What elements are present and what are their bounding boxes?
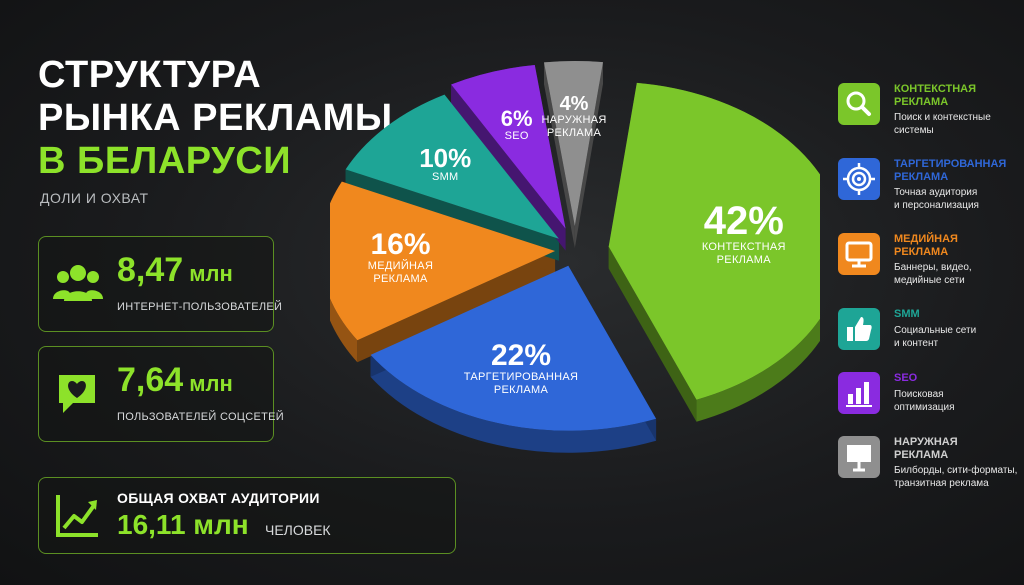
total-reach-value: 16,11 млн <box>117 509 249 540</box>
monitor-icon <box>838 233 880 275</box>
pie-chart <box>330 61 820 453</box>
pie-slice-3 <box>330 181 556 341</box>
pie-slice-1 <box>608 82 820 400</box>
pie-label-name: КОНТЕКСТНАЯ РЕКЛАМА <box>701 241 786 267</box>
pie-slice-wall-6-2 <box>574 62 603 249</box>
social-users-value: 7,64 <box>117 361 184 399</box>
pie-slice-5 <box>451 65 566 229</box>
legend-title: ТАРГЕТИРОВАННАЯ РЕКЛАМА <box>894 158 1007 183</box>
pie-slice-2 <box>370 265 657 431</box>
billboard-icon <box>838 436 880 478</box>
social-users-unit: млн <box>189 371 233 396</box>
pie-label-name: ТАРГЕТИРОВАННАЯ РЕКЛАМА <box>463 371 579 397</box>
pie-label-percent: 22% <box>490 339 552 373</box>
legend-description: Билборды, сити-форматы, транзитная реклам… <box>894 465 1018 489</box>
legend-description: Поисковая оптимизация <box>894 389 955 413</box>
pie-slice-wall-1-2 <box>608 246 697 422</box>
internet-users-label: ИНТЕРНЕТ-ПОЛЬЗОВАТЕЛЕЙ <box>117 301 283 313</box>
stat-card-total-reach: ОБЩАЯ ОХВАТ АУДИТОРИИ 16,11 млн ЧЕЛОВЕК <box>38 477 456 554</box>
stat-card-internet-users: 8,47 млн ИНТЕРНЕТ-ПОЛЬЗОВАТЕЛЕЙ <box>38 236 282 332</box>
pie-slice-side-3 <box>330 181 358 363</box>
target-icon <box>838 158 880 200</box>
pie-label-6: 4% НАРУЖНАЯ РЕКЛАМА <box>541 94 606 140</box>
pie-slice-4 <box>345 94 559 239</box>
legend-title: SEO <box>894 372 918 384</box>
legend-title: НАРУЖНАЯ РЕКЛАМА <box>894 436 958 461</box>
pie-label-name: SEO <box>504 129 529 142</box>
internet-users-value: 8,47 <box>117 251 184 289</box>
pie-label-3: 16% МЕДИЙНАЯ РЕКЛАМА <box>368 230 433 286</box>
heart-chat-icon <box>59 375 95 413</box>
stat-card-social-users: 7,64 млн ПОЛЬЗОВАТЕЛЕЙ СОЦСЕТЕЙ <box>38 346 284 442</box>
internet-users-unit: млн <box>189 261 233 286</box>
pie-label-2: 22% ТАРГЕТИРОВАННАЯ РЕКЛАМА <box>464 341 579 397</box>
search-icon <box>838 83 880 125</box>
legend-title: МЕДИЙНАЯ РЕКЛАМА <box>894 233 958 258</box>
total-reach-heading: ОБЩАЯ ОХВАТ АУДИТОРИИ <box>117 490 320 506</box>
pie-slice-side-2 <box>370 354 657 453</box>
pie-label-name: МЕДИЙНАЯ РЕКЛАМА <box>367 260 434 286</box>
legend-title: КОНТЕКСТНАЯ РЕКЛАМА <box>894 83 977 108</box>
pie-slice-6 <box>544 61 603 227</box>
pie-label-5: 6% SEO <box>500 105 533 143</box>
total-reach-unit: ЧЕЛОВЕК <box>265 522 331 538</box>
pie-label-name: SMM <box>431 171 459 184</box>
legend-title: SMM <box>894 308 920 320</box>
legend-description: Социальные сети и контент <box>894 325 977 349</box>
users-icon <box>53 265 103 301</box>
pie-label-percent: 16% <box>370 228 431 262</box>
pie-label-name: НАРУЖНАЯ РЕКЛАМА <box>541 114 607 140</box>
title-line-3: В БЕЛАРУСИ <box>38 140 292 182</box>
title-line-2: РЫНКА РЕКЛАМЫ <box>38 97 393 139</box>
thumbs-up-icon <box>838 308 880 350</box>
legend-description: Точная аудитория и персонализация <box>894 187 979 211</box>
pie-label-4: 10% SMM <box>419 145 471 184</box>
pie-slice-wall-6-1 <box>544 62 575 249</box>
legend-description: Поиск и контекстные системы <box>894 112 991 136</box>
bar-chart-icon <box>838 372 880 414</box>
social-users-label: ПОЛЬЗОВАТЕЛЕЙ СОЦСЕТЕЙ <box>117 411 284 423</box>
page-title: СТРУКТУРА РЫНКА РЕКЛАМЫ В БЕЛАРУСИ <box>38 54 393 183</box>
pie-label-percent: 10% <box>419 143 472 174</box>
page-subtitle: ДОЛИ И ОХВАТ <box>40 190 149 206</box>
pie-label-percent: 6% <box>500 105 533 131</box>
pie-slice-wall-3-1 <box>357 251 556 363</box>
growth-chart-icon <box>56 495 98 537</box>
legend-description: Баннеры, видео, медийные сети <box>894 262 972 286</box>
title-line-1: СТРУКТУРА <box>38 54 262 96</box>
pie-label-percent: 4% <box>559 93 589 116</box>
pie-slice-wall-5-1 <box>451 84 566 251</box>
pie-label-percent: 42% <box>703 199 784 244</box>
pie-label-1: 42% КОНТЕКСТНАЯ РЕКЛАМА <box>702 201 786 267</box>
